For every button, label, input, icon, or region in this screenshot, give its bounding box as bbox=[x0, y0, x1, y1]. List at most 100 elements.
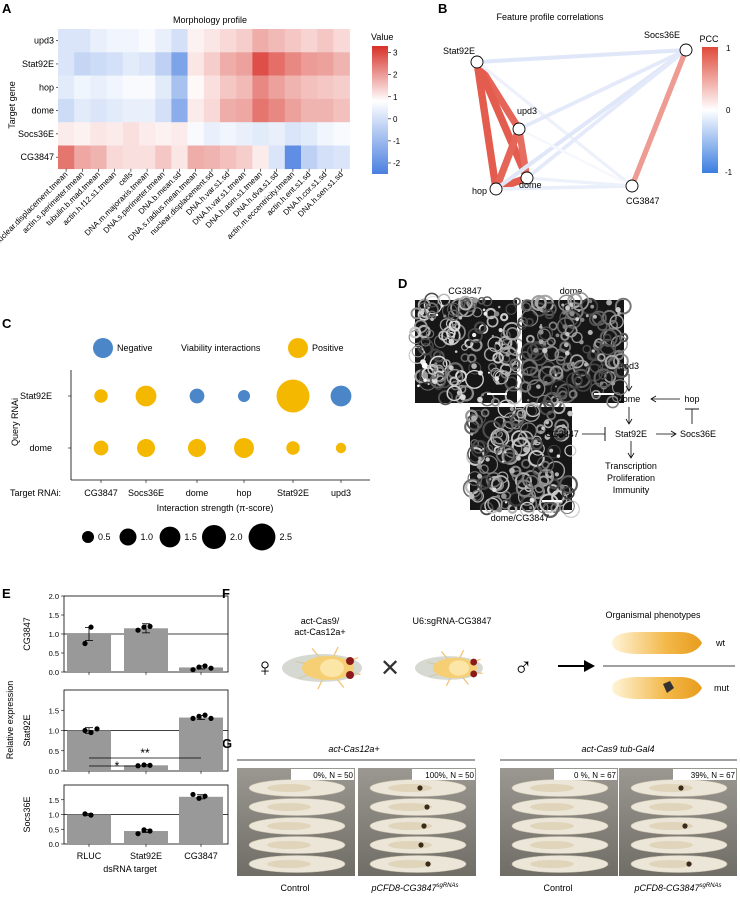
heatmap-cell bbox=[268, 52, 286, 76]
heatmap-cell bbox=[268, 75, 286, 100]
heatmap-legend-tick: -2 bbox=[393, 159, 401, 168]
photo-caption-2: pCFD8-CG3847sgRNAs bbox=[370, 883, 458, 893]
size-legend-dot bbox=[201, 524, 227, 550]
heatmap-cell bbox=[301, 52, 318, 76]
heatmap-cell bbox=[301, 98, 318, 123]
bar-axis-tick: 0.5 bbox=[49, 825, 59, 834]
heatmap-cell bbox=[284, 122, 302, 146]
bubble-point bbox=[94, 389, 108, 403]
size-legend-label: 1.0 bbox=[141, 532, 154, 542]
heatmap-cell bbox=[333, 145, 350, 170]
phenotype-wt-label: wt bbox=[715, 638, 725, 648]
heatmap-cell bbox=[301, 75, 318, 100]
heatmap-cell bbox=[171, 98, 188, 123]
micrograph-dome bbox=[517, 291, 632, 412]
heatmap-cell bbox=[203, 145, 221, 170]
bar bbox=[179, 796, 223, 844]
heatmap-cell bbox=[122, 75, 140, 100]
heatmap-cell bbox=[90, 122, 107, 146]
heatmap-cell bbox=[301, 29, 318, 53]
heatmap-cell bbox=[220, 29, 237, 53]
network-node-label: upd3 bbox=[517, 106, 537, 116]
bar bbox=[67, 814, 111, 844]
bar-axis-tick: 1.5 bbox=[49, 796, 59, 805]
heatmap-cell bbox=[122, 98, 140, 123]
bubble-title: Viability interactions bbox=[181, 343, 261, 353]
bubble-point bbox=[135, 385, 157, 407]
heatmap-cell bbox=[333, 122, 350, 146]
path-socs36e: Socs36E bbox=[680, 429, 716, 439]
heatmap-title: Morphology profile bbox=[173, 15, 247, 25]
larva-mut-icon bbox=[612, 677, 702, 699]
heatmap-cell bbox=[236, 145, 253, 170]
heatmap-row-label: Stat92E bbox=[22, 59, 54, 69]
heatmap-cell bbox=[106, 29, 124, 53]
bubble-point bbox=[189, 388, 205, 404]
heatmap-cell bbox=[187, 52, 205, 76]
heatmap-cell bbox=[58, 75, 75, 100]
bubble-query-label: Stat92E bbox=[20, 391, 52, 401]
heatmap-cell bbox=[106, 145, 124, 170]
heatmap-cell bbox=[155, 29, 172, 53]
heatmap-cell bbox=[74, 145, 91, 170]
bar bbox=[124, 765, 168, 771]
cross-symbol: ✕ bbox=[380, 655, 400, 682]
bar-data-point bbox=[147, 828, 153, 834]
network-edge bbox=[475, 60, 634, 188]
bar-data-point bbox=[147, 762, 153, 768]
network-node-label: hop bbox=[472, 186, 487, 196]
bubble-target-tick: Stat92E bbox=[277, 488, 309, 498]
heatmap-cell bbox=[333, 75, 350, 100]
male-symbol: ♂ bbox=[513, 652, 533, 682]
heatmap-cell bbox=[74, 75, 91, 100]
bar-data-point bbox=[82, 727, 88, 734]
heatmap-cell bbox=[333, 52, 350, 76]
heatmap-cell bbox=[317, 145, 334, 170]
heatmap-cell bbox=[171, 145, 188, 170]
phenotype-mut-label: mut bbox=[714, 683, 730, 693]
photo-label: 100%, N = 50 bbox=[425, 771, 474, 780]
bar-data-point bbox=[82, 811, 88, 817]
bubble-point bbox=[286, 441, 300, 455]
path-out-proliferation: Proliferation bbox=[607, 473, 655, 483]
bubble-point bbox=[136, 438, 156, 458]
heatmap-cell bbox=[203, 75, 221, 100]
network-node-label: Stat92E bbox=[443, 46, 475, 56]
bubble-target-tick: Socs36E bbox=[128, 488, 164, 498]
bubble-point bbox=[234, 438, 254, 458]
heatmap-cell bbox=[333, 29, 350, 53]
heatmap-cell bbox=[187, 122, 205, 146]
heatmap-cell bbox=[317, 122, 334, 146]
heatmap-cell bbox=[74, 98, 91, 123]
heatmap-cell bbox=[317, 75, 334, 100]
network-node bbox=[470, 55, 484, 69]
fly-right-icon bbox=[415, 649, 483, 687]
larva-wt-icon bbox=[612, 632, 702, 654]
bubble-target-label: Target RNAi: bbox=[10, 488, 61, 498]
heatmap-cell bbox=[171, 75, 188, 100]
heatmap-cell bbox=[122, 122, 140, 146]
heatmap-cell bbox=[317, 52, 334, 76]
bar-data-point bbox=[135, 831, 141, 837]
heatmap-cell bbox=[106, 98, 124, 123]
bar-data-point bbox=[208, 715, 214, 721]
heatmap-legend-tick: 0 bbox=[393, 115, 398, 124]
heatmap-cell bbox=[252, 98, 269, 123]
network-node bbox=[489, 182, 503, 196]
heatmap-cell bbox=[203, 122, 221, 146]
sig-label-1: * bbox=[115, 759, 120, 773]
panel-letter-d: D bbox=[398, 276, 407, 291]
heatmap-legend-tick: 3 bbox=[393, 49, 398, 58]
path-out-transcription: Transcription bbox=[605, 461, 657, 471]
bar-data-point bbox=[190, 715, 196, 721]
bar-axis-tick: 1.0 bbox=[49, 727, 59, 736]
bar-data-point bbox=[141, 624, 147, 630]
heatmap-cell bbox=[268, 122, 286, 146]
legend-positive-dot bbox=[288, 338, 308, 358]
pcc-tick-1: 1 bbox=[726, 44, 731, 53]
bar-data-point bbox=[196, 713, 202, 719]
bar-data-point bbox=[141, 762, 147, 768]
path-stat92e: Stat92E bbox=[615, 429, 647, 439]
bar bbox=[124, 628, 168, 672]
